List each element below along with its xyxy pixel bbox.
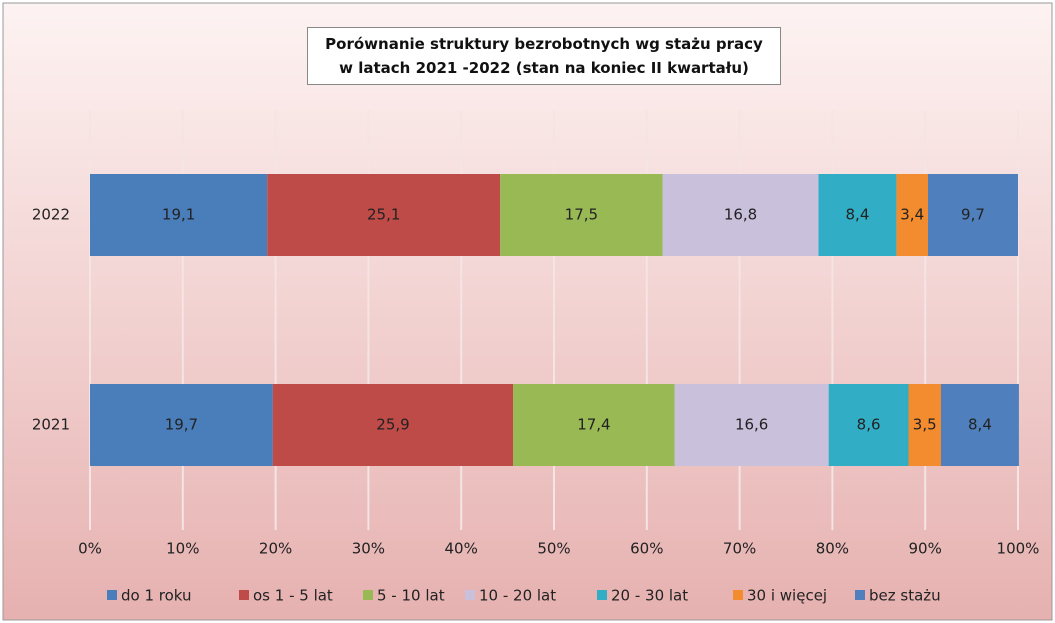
x-tick-label: 80% bbox=[816, 540, 849, 558]
bar-segment bbox=[828, 384, 909, 466]
legend-swatch bbox=[597, 590, 607, 600]
legend-swatch bbox=[363, 590, 373, 600]
x-tick-label: 0% bbox=[78, 540, 102, 558]
x-tick-label: 30% bbox=[352, 540, 385, 558]
legend-label: 5 - 10 lat bbox=[377, 587, 445, 605]
x-tick-label: 50% bbox=[537, 540, 570, 558]
bar-segment bbox=[267, 174, 501, 256]
bar-segment bbox=[818, 174, 897, 256]
chart-title: Porównanie struktury bezrobotnych wg sta… bbox=[307, 27, 781, 85]
value-label: 8,4 bbox=[846, 206, 870, 224]
legend-swatch bbox=[855, 590, 865, 600]
bar-segment bbox=[513, 384, 675, 466]
value-label: 25,1 bbox=[367, 206, 400, 224]
value-label: 9,7 bbox=[961, 206, 985, 224]
bar-segment bbox=[927, 174, 1018, 256]
legend-swatch bbox=[239, 590, 249, 600]
legend-label: 10 - 20 lat bbox=[479, 587, 556, 605]
value-label: 16,6 bbox=[735, 416, 768, 434]
value-label: 3,5 bbox=[913, 416, 937, 434]
x-tick-label: 70% bbox=[723, 540, 756, 558]
bar-segment bbox=[908, 384, 941, 466]
legend-label: 20 - 30 lat bbox=[611, 587, 688, 605]
x-tick-label: 100% bbox=[997, 540, 1040, 558]
y-tick-label: 2021 bbox=[32, 416, 70, 434]
value-label: 3,4 bbox=[900, 206, 924, 224]
bar-segment bbox=[272, 384, 514, 466]
value-label: 16,8 bbox=[724, 206, 757, 224]
value-label: 17,4 bbox=[577, 416, 610, 434]
legend-swatch bbox=[107, 590, 117, 600]
value-label: 19,1 bbox=[162, 206, 195, 224]
bar-segment bbox=[662, 174, 819, 256]
legend-label: bez stażu bbox=[869, 587, 941, 605]
y-tick-label: 2022 bbox=[32, 206, 70, 224]
bar-segment bbox=[90, 384, 273, 466]
legend-swatch bbox=[733, 590, 743, 600]
x-tick-label: 20% bbox=[259, 540, 292, 558]
legend-label: 30 i więcej bbox=[747, 587, 827, 605]
x-tick-label: 40% bbox=[445, 540, 478, 558]
value-label: 19,7 bbox=[165, 416, 198, 434]
legend-swatch bbox=[465, 590, 475, 600]
value-label: 8,4 bbox=[968, 416, 992, 434]
bar-segment bbox=[500, 174, 663, 256]
bar-segment bbox=[896, 174, 928, 256]
value-label: 17,5 bbox=[565, 206, 598, 224]
value-label: 8,6 bbox=[857, 416, 881, 434]
x-tick-label: 90% bbox=[909, 540, 942, 558]
legend-label: do 1 roku bbox=[121, 587, 192, 605]
legend-label: os 1 - 5 lat bbox=[253, 587, 333, 605]
x-tick-label: 60% bbox=[630, 540, 663, 558]
bar-segment bbox=[674, 384, 829, 466]
bar-segment bbox=[940, 384, 1019, 466]
value-label: 25,9 bbox=[376, 416, 409, 434]
x-tick-label: 10% bbox=[166, 540, 199, 558]
bar-segment bbox=[90, 174, 268, 256]
